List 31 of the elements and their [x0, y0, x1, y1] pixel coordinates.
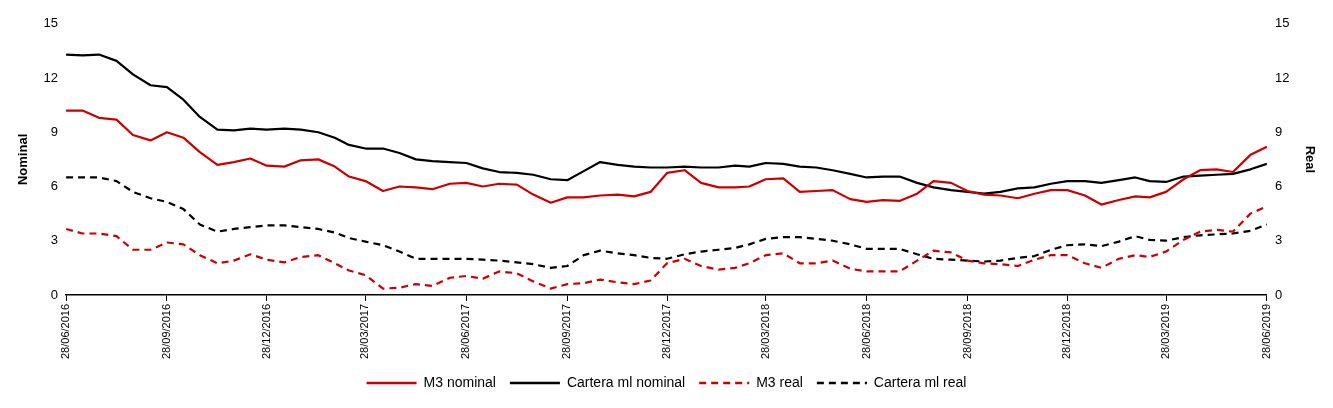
legend-label: Cartera ml nominal: [566, 373, 686, 390]
y-tick-label: 9: [50, 123, 59, 139]
x-tick-label: 28/09/2017: [560, 303, 573, 360]
y-tick-label: 12: [43, 69, 59, 85]
y-tick-label: 0: [50, 286, 59, 302]
x-tick-label: 28/12/2018: [1060, 303, 1073, 360]
legend-label: Cartera ml real: [873, 373, 967, 390]
y2-tick-label: 3: [1274, 232, 1283, 248]
legend-label: M3 real: [756, 373, 803, 390]
y-axis-title: Nominal: [15, 133, 31, 186]
x-tick-label: 28/12/2016: [259, 303, 272, 360]
y2-tick-label: 6: [1274, 178, 1283, 194]
x-tick-label: 28/09/2016: [159, 303, 172, 360]
x-tick-label: 28/09/2018: [960, 303, 973, 360]
y2-tick-label: 0: [1274, 286, 1283, 302]
y-tick-label: 15: [43, 15, 59, 31]
legend-label: M3 nominal: [423, 373, 496, 390]
x-tick-label: 28/03/2017: [358, 303, 371, 360]
x-tick-label: 28/06/2019: [1259, 303, 1272, 360]
x-tick-label: 28/06/2017: [459, 303, 472, 360]
y2-tick-label: 15: [1274, 15, 1290, 31]
y2-axis-title: Real: [1302, 145, 1318, 174]
x-tick-label: 28/06/2018: [859, 303, 872, 360]
y2-tick-label: 9: [1274, 123, 1283, 139]
x-tick-label: 28/06/2016: [59, 303, 72, 360]
x-tick-label: 28/03/2019: [1159, 303, 1172, 360]
x-tick-label: 28/12/2017: [660, 303, 673, 360]
x-tick-label: 28/03/2018: [758, 303, 771, 360]
y2-tick-label: 12: [1274, 69, 1290, 85]
y-tick-label: 6: [50, 178, 59, 194]
y-tick-label: 3: [50, 232, 59, 248]
